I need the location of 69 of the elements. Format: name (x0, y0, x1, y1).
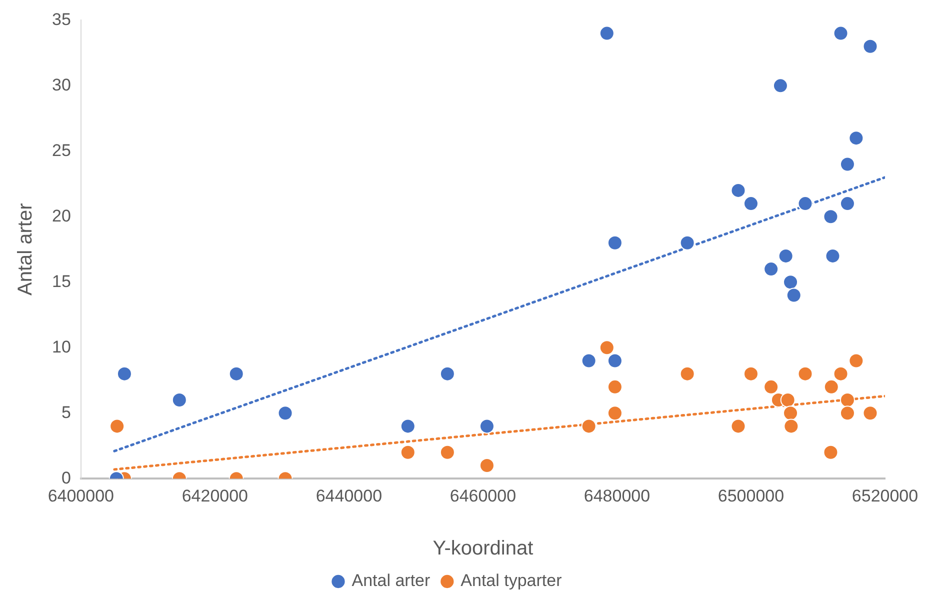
point (680, 366, 695, 382)
x-tick-label: 6460000 (450, 486, 516, 506)
point (400, 418, 416, 434)
point (840, 406, 855, 421)
point (840, 156, 855, 172)
point (862, 406, 878, 421)
point (479, 418, 494, 434)
point (400, 444, 416, 460)
point (862, 38, 878, 54)
y-tick-label: 10 (52, 337, 71, 356)
point (110, 418, 125, 434)
point (780, 392, 796, 408)
point (172, 392, 187, 408)
point (848, 130, 864, 146)
y-tick-label: 0 (61, 468, 71, 488)
point (833, 366, 848, 382)
point (228, 366, 244, 382)
y-tick-label: 5 (61, 402, 71, 422)
point (824, 379, 839, 394)
y-tick-label: 20 (52, 206, 71, 226)
point (772, 78, 788, 94)
point (778, 248, 794, 264)
y-tick-label: 30 (52, 75, 71, 94)
point (479, 458, 494, 474)
y-tick-label: 35 (52, 10, 71, 29)
point (783, 274, 798, 290)
x-tick-label: 6400000 (48, 486, 114, 506)
point (440, 366, 455, 382)
point (823, 209, 838, 224)
point (607, 406, 622, 421)
x-tick-label: 6480000 (584, 486, 650, 506)
x-tick-label: 6500000 (718, 486, 784, 506)
point (764, 262, 779, 277)
point (440, 444, 455, 460)
x-tick-label: 6520000 (852, 486, 918, 506)
point (823, 444, 838, 460)
y-tick-label: 25 (52, 140, 71, 160)
point (730, 182, 746, 198)
point (730, 418, 746, 434)
point (278, 406, 293, 421)
point (784, 418, 799, 434)
point (599, 340, 614, 356)
x-axis-title: Y-koordinat (432, 538, 534, 560)
point (607, 379, 622, 394)
point (743, 196, 758, 212)
point (798, 196, 813, 212)
point (798, 366, 813, 382)
point (116, 366, 132, 382)
point (607, 235, 622, 250)
point (848, 353, 864, 368)
point (680, 235, 695, 250)
point (840, 392, 855, 408)
point (783, 406, 798, 421)
point (607, 353, 622, 368)
point (743, 366, 758, 382)
legend-label: Antal arter (352, 571, 430, 590)
point (840, 196, 855, 212)
x-tick-label: 6420000 (182, 486, 248, 506)
point (599, 26, 614, 41)
y-tick-label: 15 (52, 272, 71, 291)
point (825, 248, 840, 264)
point (833, 26, 848, 41)
point (581, 418, 596, 434)
point (786, 288, 802, 303)
y-axis-title: Antal arter (14, 202, 37, 296)
point (764, 379, 779, 394)
x-tick-label: 6440000 (316, 486, 382, 506)
point (581, 353, 596, 368)
legend-label: Antal typarter (460, 571, 562, 590)
